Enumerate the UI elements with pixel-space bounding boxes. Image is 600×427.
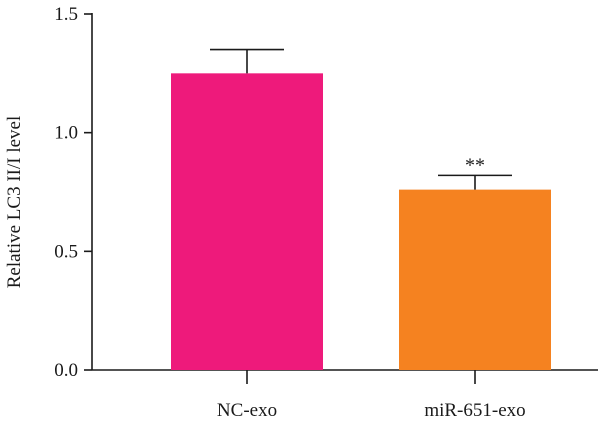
bar xyxy=(399,189,551,370)
x-tick-label: NC-exo xyxy=(217,400,277,421)
x-ticks: NC-exo miR-651-exo xyxy=(217,370,526,421)
significance-label: ** xyxy=(465,154,485,176)
y-tick-label: 1.0 xyxy=(54,123,78,144)
y-axis-title: Relative LC3 II/I level xyxy=(4,116,25,289)
x-tick-label: miR-651-exo xyxy=(424,400,525,421)
y-ticks: 0.0 0.5 1.0 1.5 xyxy=(54,4,92,381)
y-tick-label: 0.0 xyxy=(54,360,78,381)
bars xyxy=(171,73,551,370)
error-bars: ** xyxy=(210,48,512,190)
bar xyxy=(171,73,323,370)
y-tick-label: 1.5 xyxy=(54,4,78,25)
y-tick-label: 0.5 xyxy=(54,241,78,262)
